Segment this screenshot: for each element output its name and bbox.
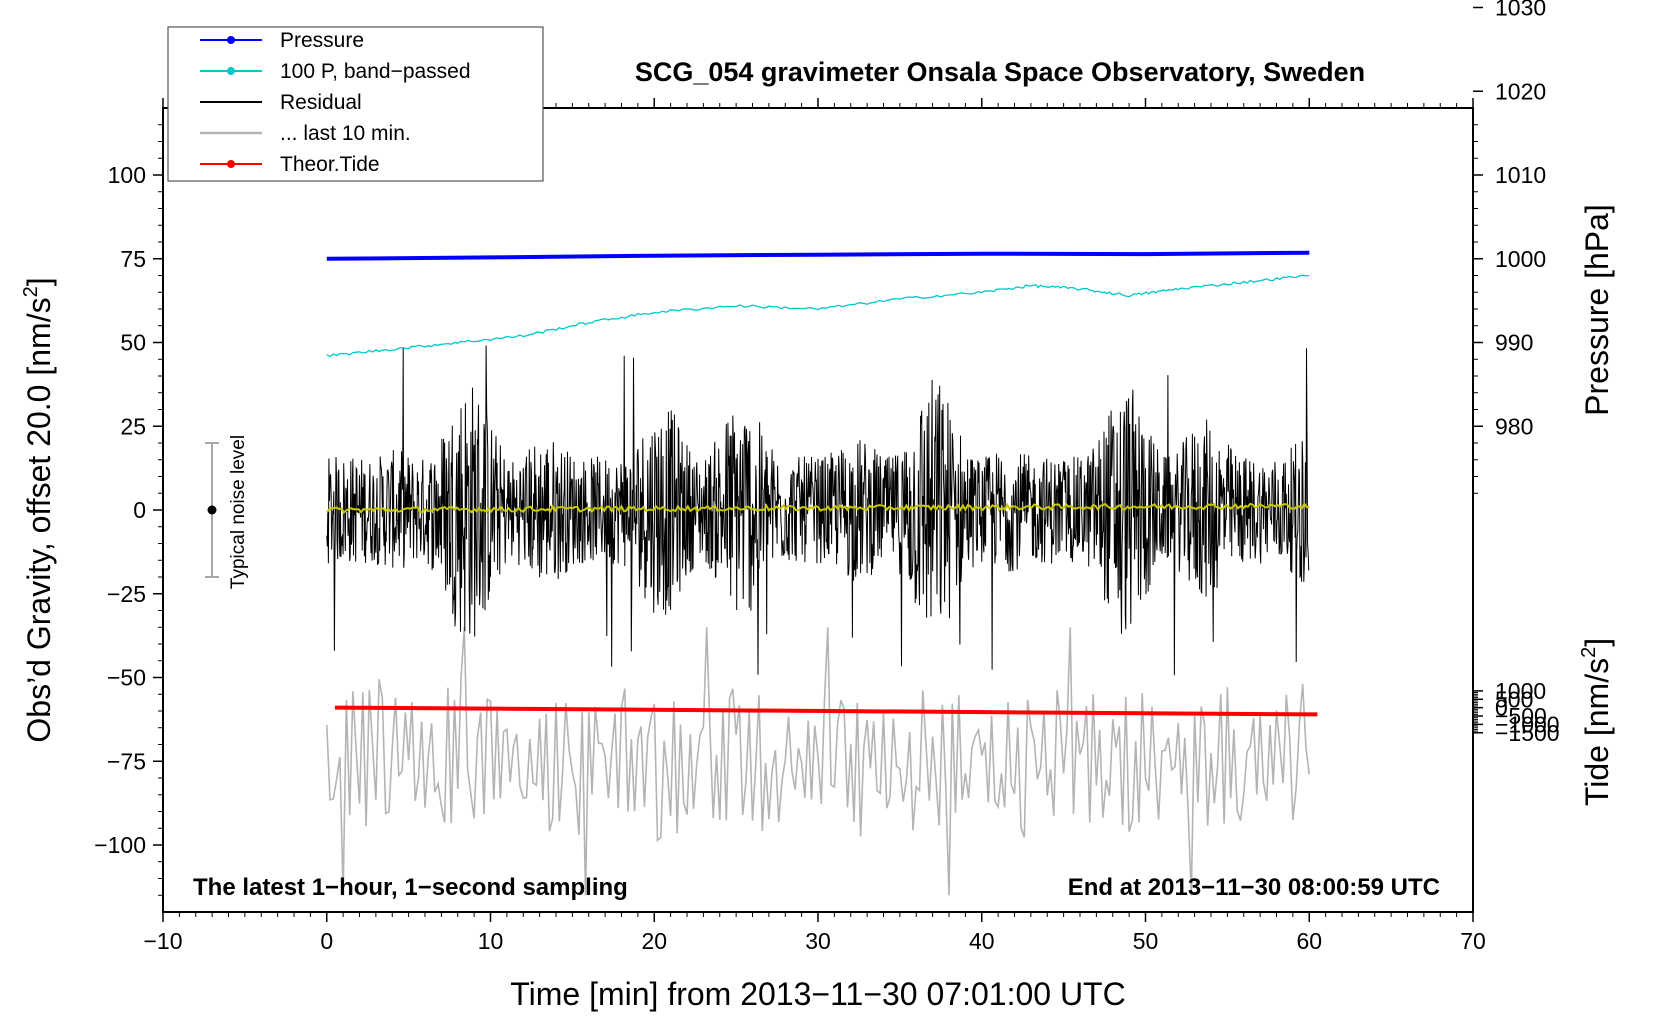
- y-tick-label: −100: [94, 832, 146, 858]
- series-residual: [326, 345, 1310, 676]
- y-axis-title-left-main: Obs’d Gravity, offset 20.0 [nm/s: [21, 297, 57, 742]
- data-series: [326, 250, 1318, 896]
- legend-marker: [227, 67, 235, 75]
- y-axis-title-left-sup: 2: [20, 286, 42, 297]
- y-tick-label: −50: [107, 665, 146, 691]
- y-tick-label: 50: [120, 330, 146, 356]
- series-band-passed: [326, 274, 1310, 358]
- pressure-tick-label: 1020: [1495, 78, 1546, 104]
- x-tick-label: 50: [1133, 928, 1159, 954]
- y-tick-label: 0: [133, 497, 146, 523]
- y-axis-title-tide-sup: 2: [1578, 647, 1600, 658]
- y-axis-title-tide: Tide [nm/s2]: [1578, 638, 1615, 806]
- pressure-tick-label: 990: [1495, 330, 1533, 356]
- legend-label: ... last 10 min.: [280, 122, 411, 145]
- y-axis-title-tide-end: ]: [1579, 638, 1615, 647]
- x-tick-label: −10: [143, 928, 182, 954]
- y-tick-label: −75: [107, 748, 146, 774]
- y-axis-title-tide-main: Tide [nm/s: [1579, 658, 1615, 806]
- series-theor-tide: [334, 705, 1318, 717]
- legend-label: Theor.Tide: [280, 153, 380, 176]
- pressure-tick-label: 1010: [1495, 162, 1546, 188]
- y-tick-label: −25: [107, 581, 146, 607]
- x-tick-label: 60: [1296, 928, 1322, 954]
- x-tick-label: 30: [805, 928, 831, 954]
- tide-tick-label: 0: [1495, 695, 1508, 721]
- legend-label: Residual: [280, 91, 362, 114]
- x-tick-label: 10: [478, 928, 504, 954]
- axis-ticks: −10 0 10 20 30 40 50 60 701007550250−25−50−75−10…: [94, 0, 1559, 954]
- series-last-10-min: [326, 627, 1311, 896]
- legend-marker: [227, 160, 235, 168]
- chart-title: SCG_054 gravimeter Onsala Space Observat…: [635, 57, 1365, 87]
- legend-label: Pressure: [280, 29, 364, 52]
- tide-tick-label: −500: [1495, 703, 1547, 729]
- tide-tick-label: −1500: [1495, 720, 1560, 746]
- tide-tick-label: 500: [1495, 686, 1533, 712]
- x-tick-label: 0: [320, 928, 333, 954]
- pressure-tick-label: 1030: [1495, 0, 1546, 21]
- legend-label: 100 P, band−passed: [280, 60, 471, 83]
- noise-level-indicator: [205, 442, 219, 578]
- tide-tick-label: −1000: [1495, 711, 1560, 737]
- series-mean: [326, 501, 1310, 515]
- pressure-tick-label: 1000: [1495, 246, 1546, 272]
- x-tick-label: 20: [641, 928, 667, 954]
- y-tick-label: 75: [120, 246, 146, 272]
- y-axis-title-left-end: ]: [21, 277, 57, 286]
- legend-marker: [227, 36, 235, 44]
- x-tick-label: 70: [1460, 928, 1486, 954]
- y-axis-title-left: Obs’d Gravity, offset 20.0 [nm/s2]: [20, 277, 57, 742]
- series-pressure: [326, 250, 1310, 261]
- pressure-tick-label: 980: [1495, 413, 1533, 439]
- right-note: End at 2013−11−30 08:00:59 UTC: [1068, 874, 1440, 901]
- tide-tick-label: 1000: [1495, 678, 1546, 704]
- left-note: The latest 1−hour, 1−second sampling: [193, 874, 628, 901]
- noise-label: Typical noise level: [228, 435, 249, 589]
- y-tick-label: 25: [120, 413, 146, 439]
- y-axis-title-pressure: Pressure [hPa]: [1579, 204, 1615, 416]
- noise-center-dot: [207, 505, 217, 515]
- y-tick-label: 100: [108, 162, 146, 188]
- x-axis-title: Time [min] from 2013−11−30 07:01:00 UTC: [510, 976, 1125, 1012]
- x-tick-label: 40: [969, 928, 995, 954]
- legend: Pressure 100 P, band−passed Residual ... la…: [167, 26, 544, 182]
- legend-box: [167, 26, 544, 182]
